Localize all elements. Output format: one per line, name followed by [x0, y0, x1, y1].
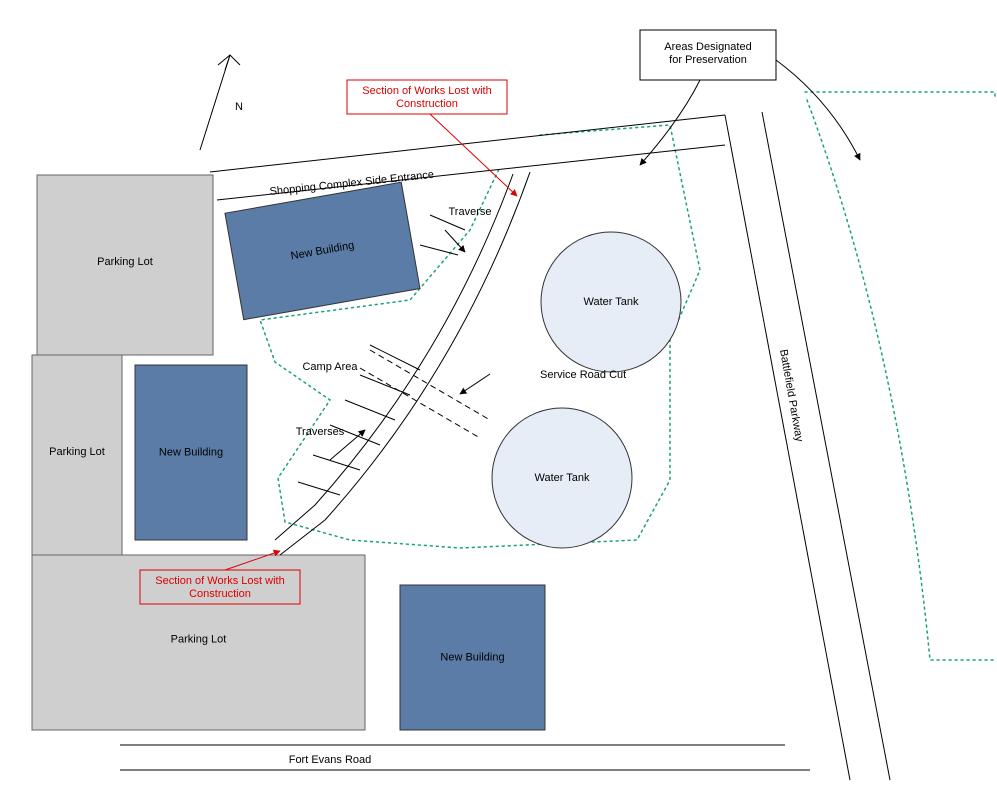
arrow-preserve-1 — [640, 80, 700, 165]
new-building-2: New Building — [400, 585, 545, 730]
traverse-tick-3 — [360, 375, 410, 395]
water-tank-label-0: Water Tank — [583, 296, 639, 308]
camp-area-label: Camp Area — [302, 361, 358, 373]
parking-lot-label-2: Parking Lot — [171, 634, 227, 646]
new-building-1: New Building — [135, 365, 247, 540]
battlefield-parkway-label: Battlefield Parkway — [777, 348, 805, 443]
svg-text:New Building: New Building — [440, 652, 504, 664]
service-road-cut-0 — [370, 350, 490, 420]
lost-works-label-1: Section of Works Lost withConstruction — [362, 85, 491, 110]
traverse-label: Traverse — [449, 206, 492, 218]
arrow-traverse — [445, 230, 465, 252]
traverse-tick-2 — [370, 345, 420, 370]
svg-text:New Building: New Building — [159, 447, 223, 459]
north-arrow-head — [218, 55, 240, 70]
arrow-lost-1 — [430, 114, 517, 196]
traverses-label: Traverses — [296, 426, 345, 438]
traverse-tick-6 — [313, 455, 360, 470]
arrow-service — [460, 374, 490, 394]
service-road-label: Service Road Cut — [540, 369, 626, 381]
traverse-tick-4 — [345, 400, 395, 420]
fort-evans-label: Fort Evans Road — [289, 754, 372, 766]
arrow-preserve-2 — [776, 60, 860, 160]
road-battlefield_left — [725, 115, 850, 780]
parking-lot-label-1: Parking Lot — [49, 446, 105, 458]
preservation-outline-right — [805, 92, 995, 660]
road-battlefield_right — [762, 112, 890, 780]
north-label: N — [235, 101, 243, 113]
road-shopping_top — [210, 115, 725, 172]
new-building-0: New Building — [225, 182, 420, 319]
parking-lot-label-0: Parking Lot — [97, 256, 153, 268]
traverse-tick-1 — [420, 245, 458, 255]
water-tank-label-1: Water Tank — [534, 472, 590, 484]
preservation-label: Areas Designatedfor Preservation — [664, 41, 751, 66]
